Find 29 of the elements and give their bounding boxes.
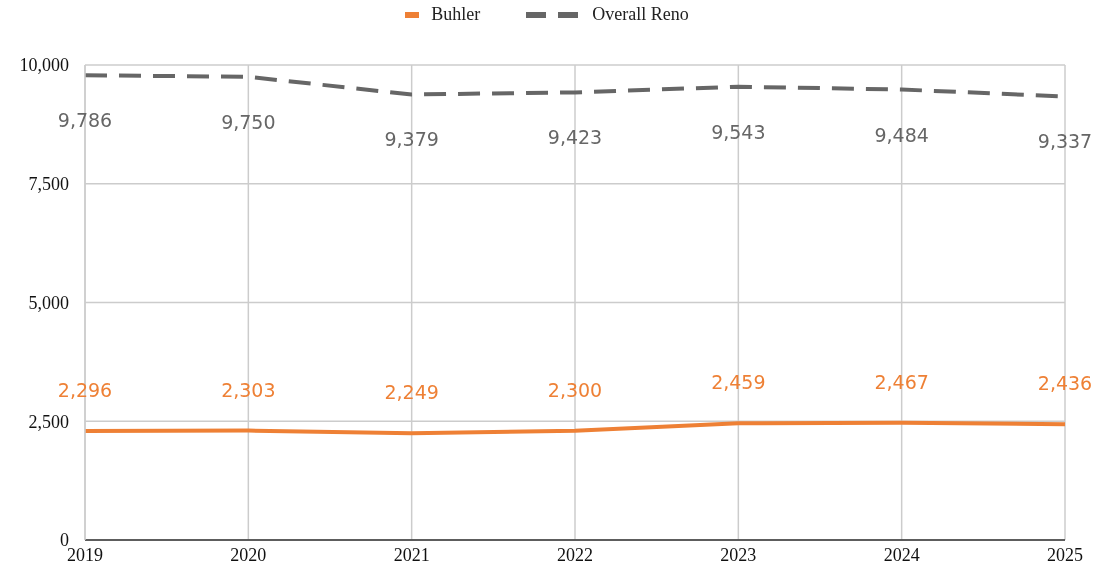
y-tick-label: 5,000 (28, 292, 69, 313)
data-label: 9,337 (1037, 130, 1093, 153)
data-label: 9,379 (384, 128, 439, 151)
x-tick-label: 2024 (883, 544, 920, 565)
data-label: 2,296 (57, 378, 113, 401)
data-label: 9,484 (874, 123, 929, 146)
x-tick-label: 2019 (67, 544, 103, 565)
data-label: 2,249 (384, 381, 439, 404)
data-label: 2,459 (711, 371, 766, 394)
x-tick-label: 2022 (557, 544, 593, 565)
legend-label: Overall Reno (592, 4, 689, 25)
line-series (83, 420, 1067, 436)
legend-label: Buhler (431, 4, 481, 25)
data-label: 9,423 (547, 126, 603, 149)
x-tick-label: 2023 (720, 544, 757, 565)
data-label: 9,543 (711, 120, 766, 143)
data-label: 2,303 (221, 378, 276, 401)
data-label: 9,750 (221, 110, 276, 133)
x-tick-label: 2020 (230, 544, 267, 565)
y-tick-label: 7,500 (28, 174, 69, 195)
data-label: 2,467 (874, 370, 929, 393)
data-label: 2,436 (1037, 372, 1093, 395)
data-label: 9,786 (57, 109, 113, 132)
y-tick-label: 0 (60, 530, 69, 551)
data-label: 2,300 (547, 378, 603, 401)
x-tick-label: 2025 (1047, 544, 1083, 565)
y-tick-label: 2,500 (28, 411, 69, 432)
y-tick-label: 10,000 (19, 55, 69, 76)
x-tick-label: 2021 (393, 544, 430, 565)
